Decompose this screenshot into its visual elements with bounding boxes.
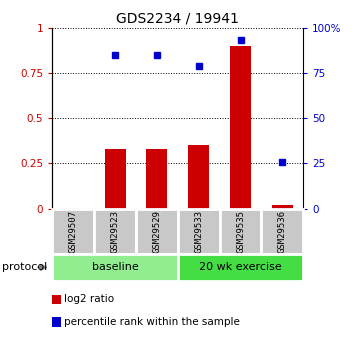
Bar — [188, 145, 209, 209]
Text: GSM29523: GSM29523 — [110, 210, 119, 253]
Bar — [94, 209, 136, 254]
Text: GSM29536: GSM29536 — [278, 210, 287, 253]
Text: GSM29533: GSM29533 — [194, 210, 203, 253]
Bar — [272, 205, 293, 209]
Bar — [261, 209, 303, 254]
Text: GSM29535: GSM29535 — [236, 210, 245, 253]
Bar — [147, 149, 168, 209]
Bar — [178, 209, 219, 254]
Text: GSM29529: GSM29529 — [152, 210, 161, 253]
Bar — [178, 254, 303, 281]
Text: 20 wk exercise: 20 wk exercise — [199, 263, 282, 272]
Text: GSM29507: GSM29507 — [69, 210, 78, 253]
Title: GDS2234 / 19941: GDS2234 / 19941 — [116, 11, 239, 25]
Bar — [105, 149, 126, 209]
Bar — [136, 209, 178, 254]
Bar — [219, 209, 261, 254]
Text: baseline: baseline — [92, 263, 139, 272]
Bar — [52, 254, 178, 281]
Bar — [52, 209, 94, 254]
Text: log2 ratio: log2 ratio — [64, 295, 114, 304]
Bar — [230, 46, 251, 209]
Text: protocol: protocol — [2, 263, 47, 272]
Text: percentile rank within the sample: percentile rank within the sample — [64, 317, 240, 327]
